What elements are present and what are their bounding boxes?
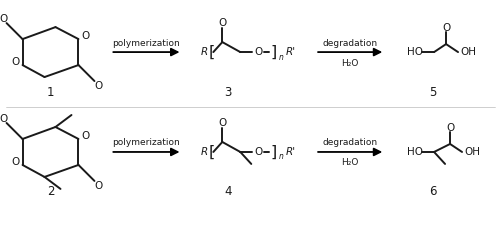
Text: R': R' bbox=[285, 47, 296, 57]
Text: O: O bbox=[82, 131, 90, 141]
Text: HO: HO bbox=[407, 47, 423, 57]
Text: degradation: degradation bbox=[322, 138, 378, 148]
Text: O: O bbox=[442, 23, 450, 33]
Text: O: O bbox=[0, 14, 8, 24]
Text: OH: OH bbox=[464, 147, 480, 157]
Text: polymerization: polymerization bbox=[112, 39, 180, 47]
Text: O: O bbox=[254, 147, 262, 157]
Text: n: n bbox=[278, 53, 283, 62]
Text: O: O bbox=[218, 118, 226, 128]
Text: R: R bbox=[200, 147, 207, 157]
Text: O: O bbox=[94, 81, 102, 91]
Text: O: O bbox=[0, 114, 8, 124]
Text: O: O bbox=[12, 157, 20, 167]
Text: 3: 3 bbox=[224, 86, 232, 98]
Text: O: O bbox=[254, 47, 262, 57]
Text: O: O bbox=[82, 31, 90, 41]
Text: 6: 6 bbox=[430, 185, 437, 198]
Text: ]: ] bbox=[270, 145, 276, 160]
Text: R': R' bbox=[285, 147, 296, 157]
Text: n: n bbox=[278, 153, 283, 161]
Text: R: R bbox=[200, 47, 207, 57]
Text: 5: 5 bbox=[430, 86, 437, 98]
Text: O: O bbox=[218, 18, 226, 28]
Text: ]: ] bbox=[270, 45, 276, 60]
Text: [: [ bbox=[208, 45, 214, 60]
Text: polymerization: polymerization bbox=[112, 138, 180, 148]
Text: H₂O: H₂O bbox=[342, 59, 359, 67]
Text: H₂O: H₂O bbox=[342, 158, 359, 168]
Text: O: O bbox=[94, 181, 102, 191]
Text: degradation: degradation bbox=[322, 39, 378, 47]
Text: 2: 2 bbox=[47, 185, 54, 198]
Text: 4: 4 bbox=[224, 185, 232, 198]
Text: 1: 1 bbox=[47, 86, 54, 98]
Text: O: O bbox=[446, 123, 454, 133]
Text: [: [ bbox=[208, 145, 214, 160]
Text: HO: HO bbox=[407, 147, 423, 157]
Text: O: O bbox=[12, 57, 20, 67]
Text: OH: OH bbox=[460, 47, 476, 57]
